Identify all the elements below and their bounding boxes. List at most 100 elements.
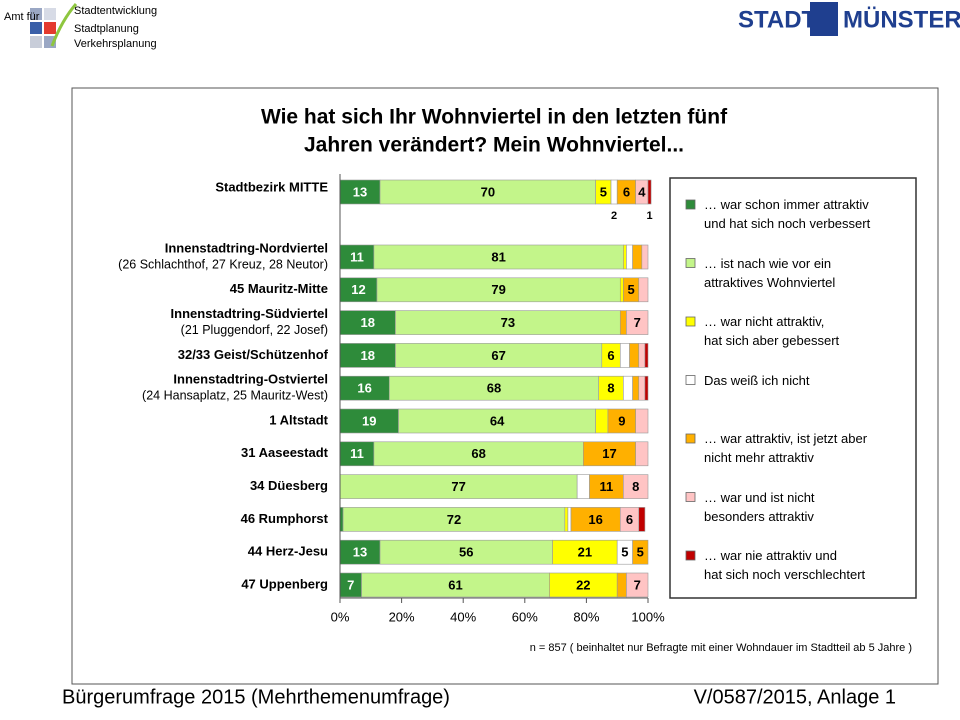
bar-segment <box>638 375 646 401</box>
category-label: 44 Herz-Jesu <box>248 544 328 559</box>
value-label: 18 <box>360 348 374 363</box>
bar-segment <box>619 343 630 368</box>
bar-segment <box>339 343 396 368</box>
legend-box <box>669 177 917 599</box>
value-label: 13 <box>353 184 367 199</box>
value-label: 11 <box>600 479 614 494</box>
bar-segment <box>623 375 633 401</box>
bar-segment <box>638 343 646 368</box>
x-tick-label: 20% <box>389 609 415 624</box>
footer-right: V/0587/2015, Anlage 1 <box>694 686 896 708</box>
category-sublabel: (24 Hansaplatz, 25 Mauritz-West) <box>142 388 328 402</box>
value-label: 81 <box>491 249 505 264</box>
office-logo <box>30 3 78 48</box>
bar-segment <box>595 408 609 434</box>
chart-title: Jahren verändert? Mein Wohnviertel... <box>304 134 684 157</box>
bar-segment <box>635 441 649 467</box>
bar-segment <box>339 441 375 467</box>
legend-label: … war attraktiv, ist jetzt aber nicht me… <box>704 431 868 465</box>
bar-segment <box>623 474 649 499</box>
legend-label: … war schon immer attraktiv und hat sich… <box>704 197 871 231</box>
category-sublabel: (26 Schlachthof, 27 Kreuz, 28 Neutor) <box>118 257 328 271</box>
category-label: 32/33 Geist/Schützenhof <box>178 347 329 362</box>
bar-segment <box>398 408 596 434</box>
legend-swatch <box>685 316 696 327</box>
value-label: 68 <box>487 381 501 396</box>
bar-segment <box>570 507 621 532</box>
bar-segment <box>626 310 649 335</box>
legend-label: … war und ist nicht besonders attraktiv <box>704 489 815 524</box>
value-label: 6 <box>623 184 630 199</box>
x-tick-label: 0% <box>331 609 350 624</box>
value-label: 77 <box>451 479 465 494</box>
bar-segment <box>395 310 621 335</box>
bar-segment <box>632 244 643 270</box>
bar-segment <box>616 572 627 598</box>
city-text: STADT <box>738 6 817 33</box>
category-sublabel: (21 Pluggendorf, 22 Josef) <box>181 323 328 337</box>
x-tick-label: 80% <box>573 609 599 624</box>
legend-swatch <box>685 550 696 561</box>
bar-segment <box>342 507 566 532</box>
x-tick-label: 40% <box>450 609 476 624</box>
bar-segment <box>379 539 553 565</box>
bar-segment <box>626 244 633 270</box>
value-label: 79 <box>491 282 505 297</box>
value-label: 19 <box>362 413 376 428</box>
value-label: 5 <box>627 282 634 297</box>
value-label: 16 <box>588 512 602 527</box>
note: n = 857 ( beinhaltet nur Befragte mit ei… <box>530 642 912 654</box>
office-text: Stadtentwicklung <box>74 5 157 17</box>
bar-segment <box>395 343 603 368</box>
legend-label: … war nie attraktiv und hat sich noch ve… <box>704 548 866 582</box>
value-label: 6 <box>626 512 633 527</box>
bar-segment <box>629 343 640 368</box>
category-label: Innenstadtring-Ostviertel <box>173 372 328 387</box>
legend-swatch <box>685 433 696 444</box>
value-label: 12 <box>351 282 365 297</box>
value-label: 7 <box>634 315 641 330</box>
bar-segment <box>632 539 649 565</box>
bar-segment <box>388 375 600 401</box>
value-label: 8 <box>607 381 614 396</box>
value-label: 6 <box>607 348 614 363</box>
value-label: 22 <box>576 577 590 592</box>
bar-segment <box>567 507 572 532</box>
bar-segment <box>619 310 627 335</box>
value-label: 4 <box>638 184 646 199</box>
legend-swatch <box>685 258 696 268</box>
value-label: 11 <box>350 446 364 461</box>
bar-segment <box>644 343 649 368</box>
value-label: 16 <box>357 381 371 396</box>
value-label: 21 <box>578 545 592 560</box>
bar-segment <box>619 277 624 303</box>
office-text: Amt für <box>4 11 40 23</box>
value-label: 70 <box>481 184 495 199</box>
bar-segment <box>641 244 649 270</box>
bar-segment <box>552 539 618 565</box>
bar-segment <box>576 474 590 499</box>
footer-left: Bürgerumfrage 2015 (Mehrthemenumfrage) <box>62 686 450 708</box>
bar-segment <box>339 408 399 434</box>
x-tick-label: 60% <box>512 609 538 624</box>
bar-segment <box>339 474 578 499</box>
bar-segment <box>339 277 378 303</box>
value-label: 5 <box>600 184 607 199</box>
value-label: 73 <box>501 315 515 330</box>
value-label: 1 <box>646 210 652 222</box>
category-label: 46 Rumphorst <box>241 511 329 526</box>
x-tick-label: 100% <box>631 609 665 624</box>
category-label: 45 Mauritz-Mitte <box>230 281 328 296</box>
value-label: 7 <box>634 577 641 592</box>
bar-segment <box>626 572 649 598</box>
bar-segment <box>549 572 618 598</box>
category-label: 1 Altstadt <box>269 412 328 427</box>
legend-swatch <box>685 492 696 502</box>
bar-segment <box>635 408 649 434</box>
value-label: 18 <box>360 315 374 330</box>
value-label: 13 <box>353 545 367 560</box>
bar-segment <box>339 375 390 401</box>
legend-label: … war nicht attraktiv, hat sich aber geb… <box>704 314 840 348</box>
